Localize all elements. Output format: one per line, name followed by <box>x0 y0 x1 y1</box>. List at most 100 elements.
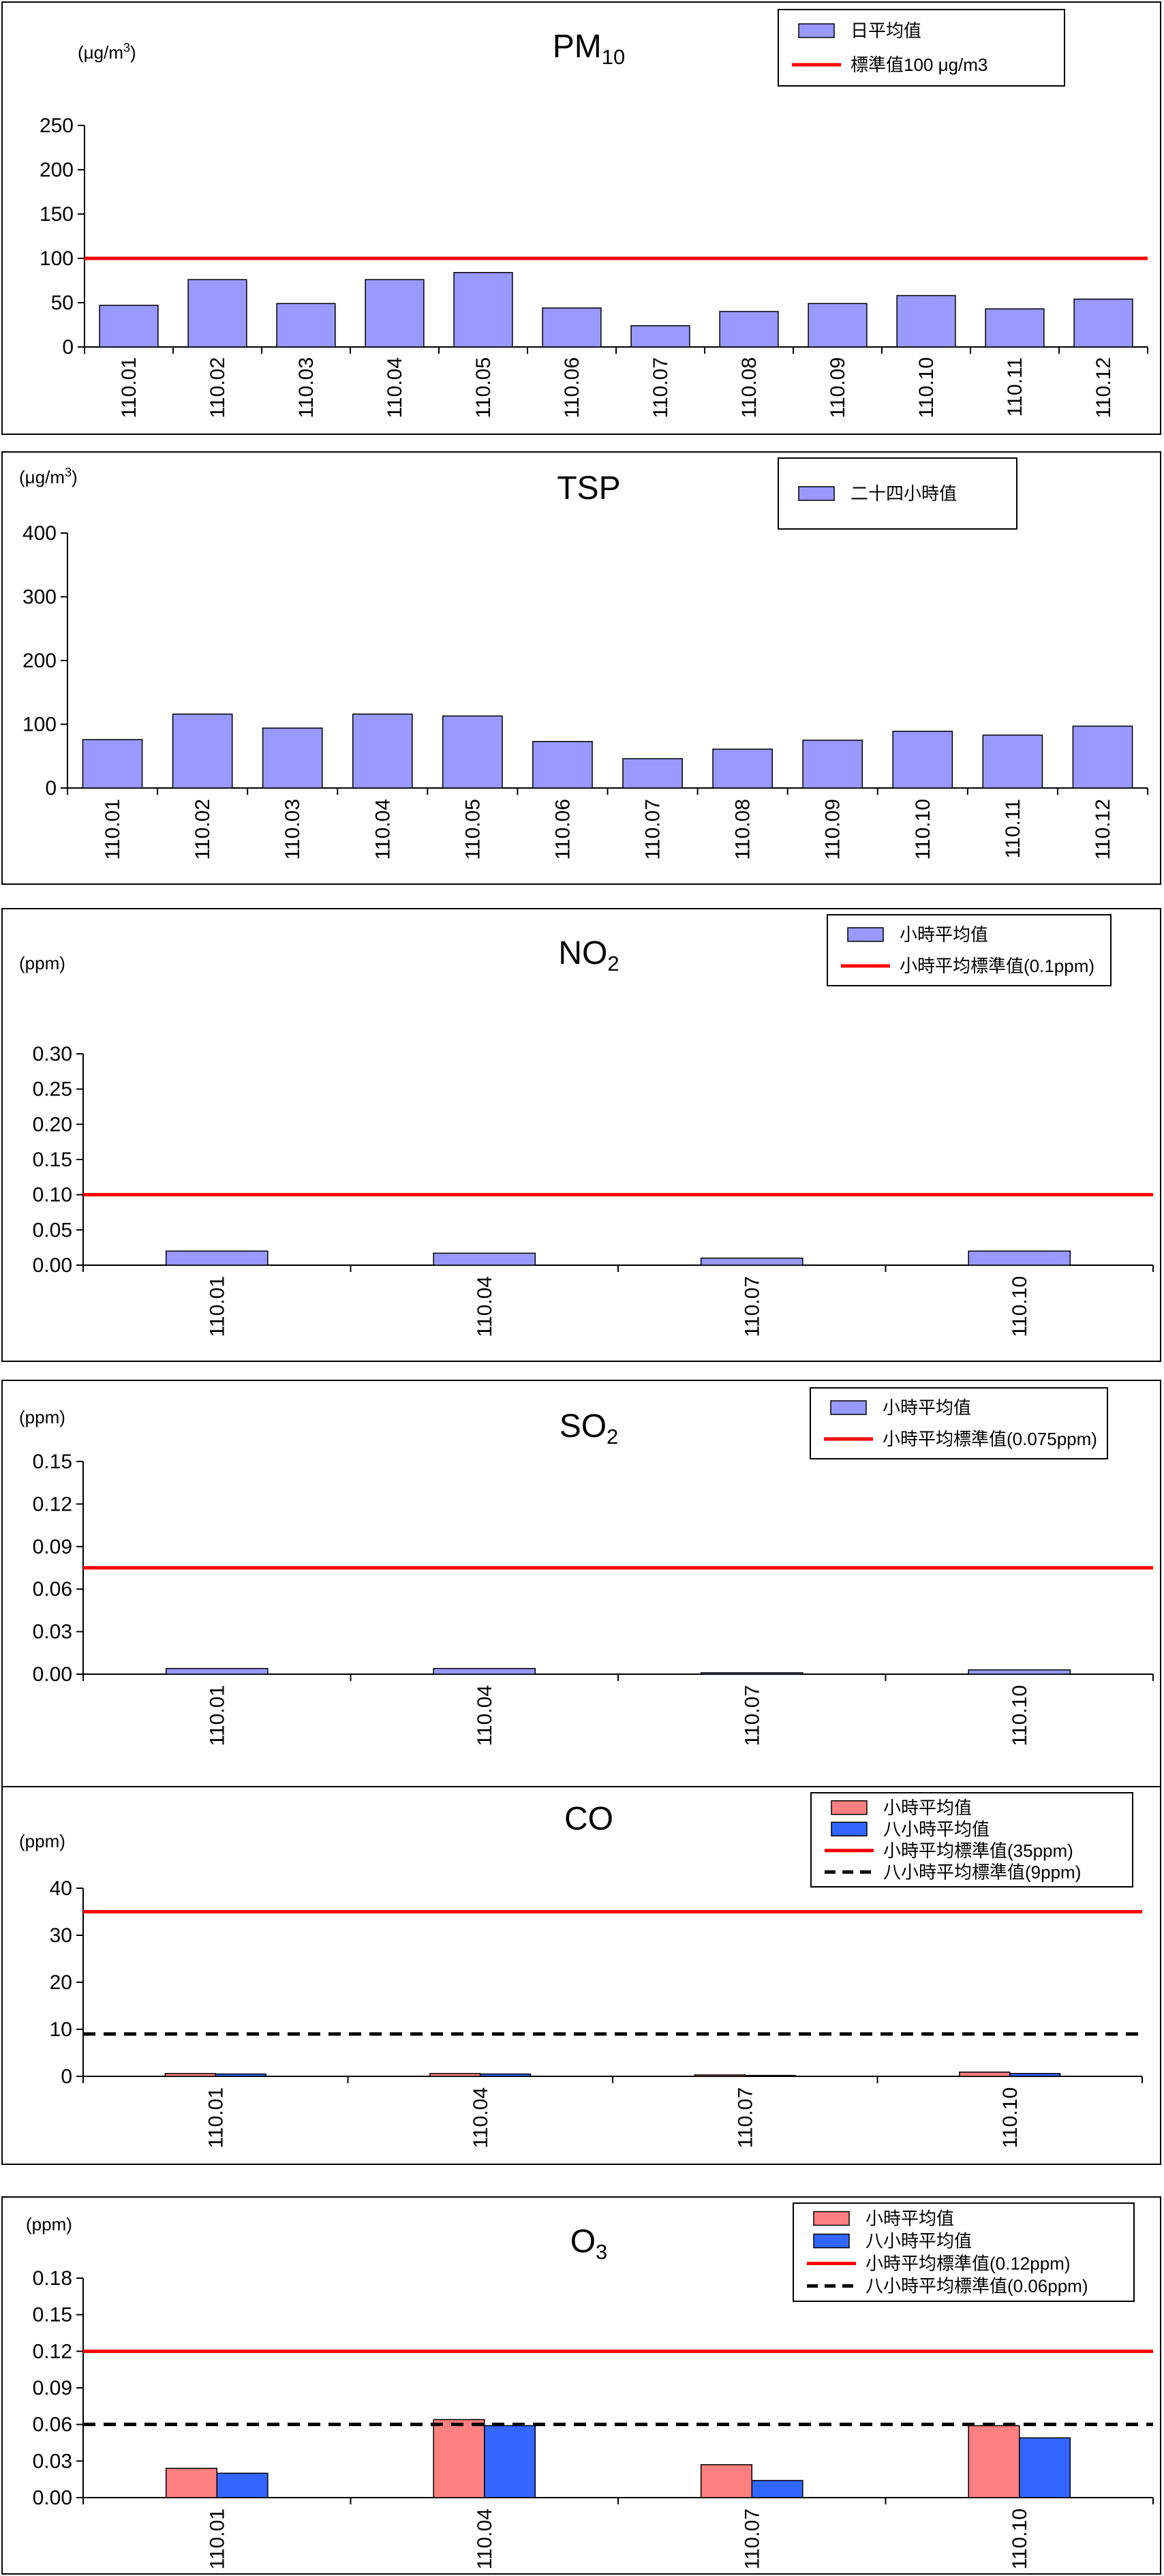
bar-110-07-series-1 <box>700 1672 803 1675</box>
bar-110-01-series-1 <box>82 739 143 789</box>
bar-110-04-series-2 <box>484 2425 536 2498</box>
x-tick-label: 110.10 <box>912 799 934 860</box>
y-tick-label: 0.30 <box>33 1043 72 1065</box>
bar-110-10-series-1 <box>959 2072 1011 2077</box>
x-tick-label: 110.07 <box>741 2509 763 2570</box>
bar-110-11-series-1 <box>985 308 1045 348</box>
bar-110-09-series-1 <box>808 303 868 348</box>
y-tick-label: 0.15 <box>33 1451 72 1473</box>
bar-110-03-series-1 <box>276 303 336 348</box>
x-tick-label: 110.05 <box>472 357 495 419</box>
y-tick-label: 0.25 <box>33 1078 72 1101</box>
bar-110-12-series-1 <box>1072 725 1133 789</box>
x-tick-label: 110.01 <box>102 799 124 860</box>
legend-box <box>827 914 1112 986</box>
x-tick-label: 110.11 <box>1004 357 1026 416</box>
legend-label: 八小時平均標準值(0.06ppm) <box>866 2276 1088 2297</box>
y-tick-label: 0 <box>62 336 74 359</box>
bar-110-07-series-1 <box>694 2074 746 2077</box>
bar-110-04-series-1 <box>429 2073 481 2077</box>
x-tick-label: 110.03 <box>295 357 318 419</box>
bar-110-04-series-1 <box>433 1667 536 1675</box>
y-tick-label: 40 <box>50 1877 72 1900</box>
y-tick-label: 100 <box>40 247 74 270</box>
y-tick-label: 0.06 <box>33 2414 72 2436</box>
legend-label: 八小時平均標準值(9ppm) <box>883 1862 1081 1882</box>
bar-110-07-series-1 <box>700 1257 803 1266</box>
bar-110-06-series-1 <box>532 740 593 789</box>
bar-110-12-series-1 <box>1073 299 1133 348</box>
x-tick-label: 110.12 <box>1092 357 1115 419</box>
legend-label: 小時平均標準值(0.12ppm) <box>866 2254 1071 2274</box>
y-tick-label: 0.06 <box>33 1578 72 1601</box>
x-tick-label: 110.04 <box>384 357 406 419</box>
x-tick-label: 110.10 <box>1009 1276 1031 1337</box>
y-tick-label: 300 <box>22 586 57 609</box>
x-tick-label: 110.08 <box>732 799 754 860</box>
bar-110-01-series-1 <box>165 1667 269 1675</box>
bar-110-01-series-1 <box>99 305 159 348</box>
x-tick-label: 110.02 <box>206 357 229 419</box>
bar-110-10-series-1 <box>896 294 956 348</box>
bar-110-02-series-1 <box>172 713 233 789</box>
x-tick-label: 110.03 <box>281 799 304 860</box>
y-tick-label: 0.10 <box>33 1184 72 1207</box>
x-tick-label: 110.09 <box>822 799 844 860</box>
bar-110-01-series-2 <box>216 2472 269 2498</box>
x-tick-label: 110.08 <box>738 357 761 419</box>
chart-panel-no2: NO2 (ppm) 0.00 0.05 0.10 0.15 0.20 0.25 0.30 110.… <box>1 908 1161 1362</box>
unit-label: (ppm) <box>26 2214 72 2234</box>
chart-title: CO <box>564 1801 613 1837</box>
y-tick-label: 250 <box>40 115 74 137</box>
y-tick-label: 0.03 <box>33 2450 72 2472</box>
bar-110-05-series-1 <box>453 272 513 348</box>
x-tick-label: 110.01 <box>118 357 140 419</box>
y-tick-label: 0.15 <box>33 1149 72 1171</box>
x-tick-label: 110.09 <box>827 357 849 419</box>
legend-label: 八小時平均值 <box>866 2231 972 2252</box>
legend-swatch <box>831 1800 868 1815</box>
bar-110-07-series-1 <box>630 325 690 348</box>
chart-svg-tsp: TSP (μg/m3) 0 100 200 300 400 110.01 110.02 110.0… <box>19 457 1148 860</box>
x-tick-label: 110.02 <box>192 799 214 860</box>
legend: 小時平均值八小時平均值小時平均標準值(0.12ppm)八小時平均標準值(0.06… <box>793 2202 1135 2302</box>
y-tick-label: 0.18 <box>33 2267 72 2290</box>
legend-label: 小時平均值 <box>866 2209 954 2229</box>
legend-label: 小時平均值 <box>883 1397 971 1418</box>
bar-110-10-series-1 <box>968 1669 1071 1675</box>
y-tick-label: 100 <box>22 714 57 736</box>
bar-110-01-series-1 <box>164 2073 216 2077</box>
chart-panel-so2: SO2 (ppm) 0.00 0.03 0.06 0.09 0.12 0.15 110.01 11… <box>1 1380 1161 1808</box>
legend-label: 小時平均值 <box>883 1798 972 1818</box>
y-tick-label: 150 <box>40 203 74 226</box>
y-tick-label: 0.00 <box>33 1663 72 1686</box>
chart-panel-pm10: PM10 (μg/m3) 0 50 100 150 200 250 110.01 110.02 11… <box>1 1 1161 435</box>
legend-label: 日平均值 <box>851 20 921 41</box>
chart-svg-so2: SO2 (ppm) 0.00 0.03 0.06 0.09 0.12 0.15 110.01 11… <box>19 1387 1154 1746</box>
y-tick-label: 0.03 <box>33 1621 72 1643</box>
legend-label: 二十四小時值 <box>851 483 957 504</box>
legend-swatch <box>847 927 884 942</box>
chart-panel-o3: O3 (ppm) 0.00 0.03 0.06 0.09 0.12 0.15 0.18 110.0… <box>1 2196 1161 2575</box>
y-tick-label: 0.20 <box>33 1113 72 1136</box>
bar-110-09-series-1 <box>802 740 863 789</box>
bar-110-10-series-1 <box>968 2425 1020 2498</box>
bar-110-06-series-1 <box>542 307 602 348</box>
bar-110-08-series-1 <box>719 311 779 348</box>
chart-svg-pm10: PM10 (μg/m3) 0 50 100 150 200 250 110.01 110.02 11… <box>40 9 1148 419</box>
x-tick-label: 110.07 <box>741 1276 763 1337</box>
bar-110-10-series-2 <box>1019 2437 1071 2498</box>
x-tick-label: 110.07 <box>741 1685 763 1746</box>
bar-110-11-series-1 <box>982 734 1043 789</box>
x-tick-label: 110.04 <box>474 1276 496 1337</box>
y-tick-label: 0.09 <box>33 1536 72 1558</box>
x-tick-label: 110.04 <box>470 2087 492 2149</box>
chart-title: NO2 <box>558 935 619 975</box>
y-tick-label: 0.09 <box>33 2377 72 2399</box>
bar-110-04-series-1 <box>365 279 425 348</box>
y-tick-label: 0.00 <box>33 1254 72 1277</box>
y-tick-label: 0.15 <box>33 2304 72 2327</box>
unit-label: (ppm) <box>19 1407 65 1427</box>
